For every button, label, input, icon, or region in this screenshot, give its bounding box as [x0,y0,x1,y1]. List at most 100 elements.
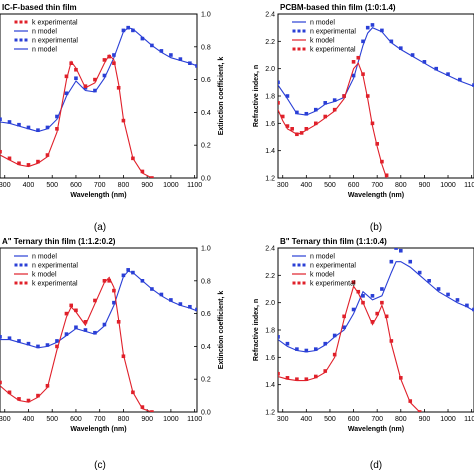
data-point-k-experimental [417,410,422,412]
y2-tick-label: 1.0 [201,12,211,19]
data-point-k-experimental [55,127,59,131]
plot-area [0,268,197,412]
data-point-n-experimental [112,300,116,305]
data-point-k-experimental [285,376,290,380]
plot-frame [0,247,198,413]
data-point-n-experimental [313,107,318,112]
legend-label: n experimental [310,263,356,270]
data-point-n-experimental [26,341,31,346]
y-axis-label: Refractive index, n [253,299,260,361]
series-line-n-model [0,27,197,133]
data-point-k-experimental [26,163,31,167]
x-tick-label: 800 [395,182,407,189]
x-tick-label: 700 [94,416,106,423]
legend-marker [292,29,296,33]
y-tick-label: 2.0 [265,66,275,73]
data-point-k-experimental [351,280,356,284]
data-point-n-experimental [131,28,135,33]
data-point-k-experimental [69,303,74,308]
data-point-n-experimental [36,344,40,349]
data-point-n-experimental [410,53,415,57]
legend-label: n model [32,47,57,54]
legend-marker [292,47,296,51]
data-point-k-experimental [351,60,356,64]
data-point-k-experimental [107,279,111,283]
legend-label: k experimental [32,281,78,288]
x-tick-label: 300 [277,416,289,423]
data-point-n-experimental [55,339,59,343]
data-point-n-experimental [434,66,439,71]
data-point-n-experimental [17,122,21,127]
x-tick-label: 1000 [440,416,456,423]
data-point-n-experimental [178,302,183,306]
data-point-n-experimental [351,307,356,312]
data-point-n-experimental [304,348,309,353]
data-point-k-experimental [285,124,290,128]
y-tick-label: 2.2 [265,39,275,46]
data-point-n-experimental [102,73,107,78]
y-tick-label: 1.8 [265,328,275,335]
data-point-k-experimental [102,58,107,62]
legend-label: k model [32,272,57,279]
legend-label: k model [310,272,335,279]
data-point-n-experimental [195,307,197,312]
data-point-k-experimental [140,405,145,409]
y-tick-label: 1.6 [265,121,275,128]
legend-marker [302,29,306,33]
x-tick-label: 600 [70,182,82,189]
data-point-n-experimental [295,347,299,351]
data-point-n-experimental [446,72,450,76]
chart-panel-3: A" Ternary thin film (1:1.2:0.2) 300 400 50… [0,237,225,433]
x-tick-label: 500 [46,416,58,423]
panel-title: B" Ternary thin film (1:1:0.4) [280,237,387,246]
data-point-k-experimental [290,127,294,131]
x-tick-label: 500 [324,182,336,189]
series-line-n-model [278,261,474,353]
data-point-n-experimental [472,307,474,312]
data-point-n-experimental [169,298,173,302]
panel-title: IC-F-based thin film [2,3,77,12]
y2-axis-label: Extinction coefficient, k [218,291,225,370]
data-point-k-experimental [36,159,40,164]
y-tick-label: 1.4 [265,382,275,389]
data-point-n-experimental [112,53,116,57]
data-point-n-experimental [45,125,50,130]
data-point-n-experimental [389,259,394,264]
data-point-n-experimental [93,88,97,93]
data-point-n-experimental [342,325,346,330]
legend-marker [24,263,28,267]
x-tick-label: 900 [419,416,431,423]
data-point-n-experimental [178,57,183,61]
data-point-k-experimental [140,169,145,174]
data-point-n-experimental [140,36,145,41]
legend-marker [14,263,18,267]
x-axis-label: Wavelength (nm) [348,426,404,433]
x-tick-label: 1100 [187,182,202,189]
data-point-k-experimental [150,410,154,412]
data-point-n-experimental [370,23,375,27]
data-point-n-experimental [159,292,164,297]
x-tick-label: 400 [23,182,35,189]
y2-tick-label: 0.4 [201,344,211,351]
panel-caption: (d) [370,460,382,471]
data-point-k-experimental [93,77,97,82]
data-point-k-experimental [45,153,50,157]
y2-tick-label: 0.2 [201,143,211,150]
data-point-k-experimental [304,377,309,381]
data-point-n-experimental [370,294,375,298]
x-tick-label: 600 [70,416,82,423]
data-point-k-experimental [74,67,78,72]
data-point-n-experimental [121,28,126,33]
data-point-n-experimental [361,294,365,298]
data-point-n-experimental [169,53,173,57]
data-point-n-experimental [332,98,337,102]
legend-label: n experimental [310,29,356,36]
data-point-k-experimental [74,308,78,313]
data-point-n-experimental [455,298,460,302]
data-point-k-experimental [356,289,361,294]
legend-marker [14,38,18,42]
legend-marker [19,263,23,267]
data-point-n-experimental [398,248,403,253]
x-axis-label: Wavelength (nm) [348,192,404,199]
x-tick-label: 900 [141,416,153,423]
